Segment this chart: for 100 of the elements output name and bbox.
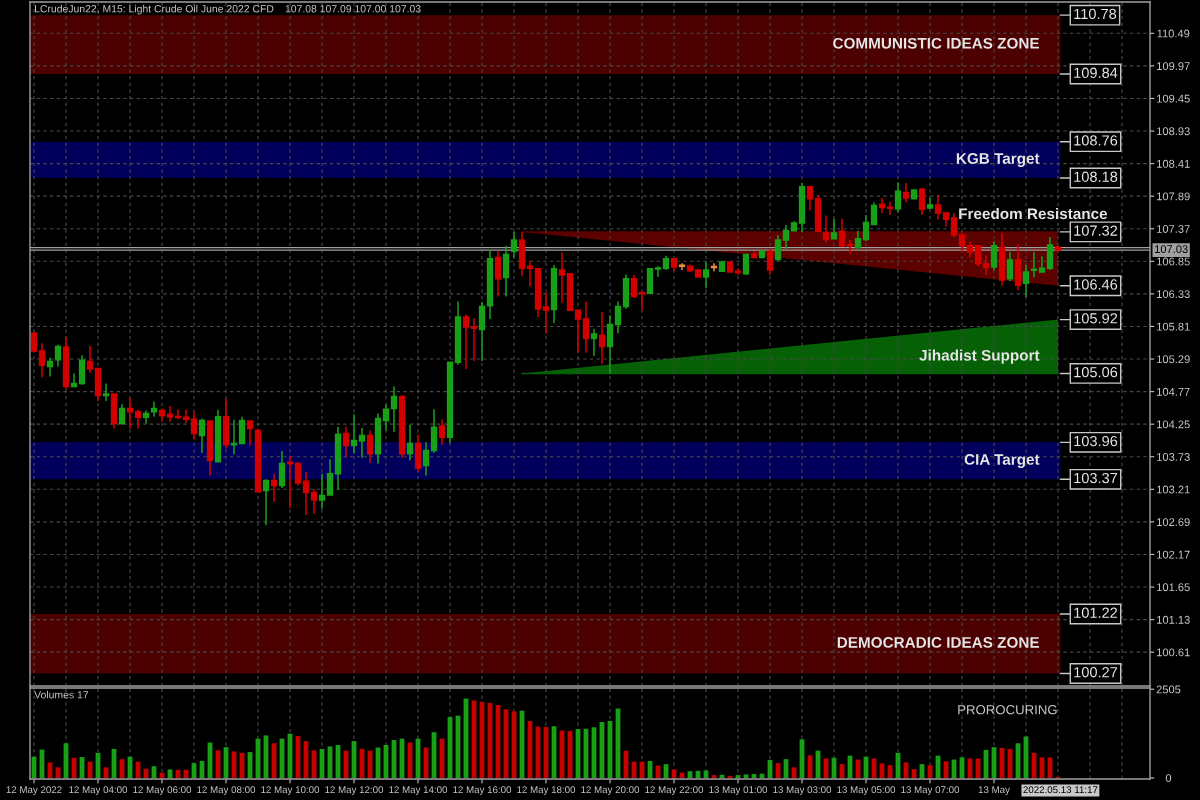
candlestick [302, 471, 310, 516]
candlestick [606, 314, 614, 375]
candlestick [350, 413, 358, 455]
text: 2022.05.13 11:17 [1023, 786, 1098, 794]
candlestick [526, 259, 534, 288]
y-tick-label: 101.65 [1157, 583, 1190, 592]
y-tick-label: 101.13 [1157, 615, 1190, 624]
candlestick [342, 425, 350, 459]
candlestick [158, 407, 166, 423]
candlestick [702, 261, 710, 290]
candlestick [926, 197, 934, 211]
candlestick [638, 291, 646, 311]
candlestick [126, 397, 134, 430]
candlestick [1022, 264, 1030, 298]
candlestick [558, 251, 566, 304]
candlestick [78, 354, 86, 386]
candlestick [654, 265, 662, 278]
candlestick [510, 231, 518, 259]
annotation: 105.92 [1074, 313, 1118, 324]
candlestick [894, 181, 902, 214]
candlestick [1014, 244, 1022, 291]
candlestick [806, 185, 814, 212]
x-tick-label: 12 May 22:00 [645, 786, 704, 796]
y-tick-label: 103.21 [1157, 485, 1190, 494]
candlestick [382, 403, 390, 432]
candlestick [686, 263, 694, 273]
x-tick-label: 13 May 05:00 [837, 786, 896, 796]
candlestick [862, 214, 870, 243]
chart-title: LCrudeJun22, M15: Light Crude Oil June 2022 CFD [35, 4, 274, 15]
candlestick [646, 268, 654, 295]
candlestick [758, 249, 766, 259]
annotation: 103.37 [1074, 472, 1118, 484]
candlestick [310, 488, 318, 515]
candlestick [54, 343, 62, 368]
candlestick [766, 248, 774, 276]
candlestick [886, 201, 894, 216]
candlestick [998, 232, 1006, 287]
candlestick [726, 260, 734, 274]
x-tick-label: 12 May 18:00 [517, 786, 576, 796]
chart-subtitle: 107.08 107.09 107.00 107.03 [285, 5, 421, 13]
y-tick-label: 106.33 [1157, 290, 1190, 299]
y-tick-label: 106.85 [1157, 257, 1190, 266]
candlestick [718, 259, 726, 273]
x-tick-label: 13 May 03:00 [773, 786, 832, 796]
y-tick-label: 107.37 [1157, 225, 1190, 233]
candlestick [942, 211, 950, 228]
candlestick [846, 239, 854, 255]
candlestick [142, 409, 150, 425]
candlestick [734, 267, 742, 276]
y-tick-label: 110.49 [1157, 29, 1190, 38]
candlestick [150, 400, 158, 418]
y-tick-label: 103.73 [1157, 453, 1190, 461]
candlestick [446, 360, 454, 444]
candlestick [262, 478, 270, 526]
candlestick [102, 382, 110, 402]
candlestick [598, 311, 606, 365]
candlestick [318, 472, 326, 510]
series-label: Jihadist Support [919, 349, 1040, 364]
candlestick [278, 450, 286, 489]
candlestick [294, 461, 302, 487]
x-tick-label: 12 May 10:00 [261, 786, 320, 796]
candlestick [94, 367, 102, 402]
band-label: DEMOCRADIC IDEAS ZONE [837, 637, 1039, 648]
candlestick [694, 268, 702, 279]
chart-title: Volumes 17 [34, 690, 89, 699]
candlestick [46, 357, 54, 378]
candlestick [134, 409, 142, 430]
candlestick [918, 187, 926, 216]
candlestick [550, 264, 558, 325]
candlestick [190, 410, 198, 440]
y-tick-label: 105.81 [1157, 322, 1190, 331]
x-tick-label: 12 May 16:00 [453, 786, 512, 796]
y-tick-label: 100.61 [1157, 648, 1190, 657]
candlestick [518, 231, 526, 278]
candlestick [462, 313, 470, 370]
x-tick-label: 12 May 20:00 [581, 786, 640, 796]
candlestick [814, 194, 822, 233]
candlestick [486, 249, 494, 320]
candlestick [542, 291, 550, 335]
band-label: KGB Target [956, 153, 1040, 167]
annotation: 103.96 [1074, 435, 1118, 447]
annotation: PROROCURING [958, 705, 1057, 715]
candlestick [838, 217, 846, 248]
annotation: 106.46 [1074, 279, 1118, 290]
candlestick [494, 250, 502, 298]
candlestick [62, 336, 70, 390]
candlestick [790, 220, 798, 233]
candlestick [878, 197, 886, 214]
y-tick-label: 108.41 [1157, 159, 1190, 168]
candlestick [750, 250, 758, 259]
candlestick [478, 301, 486, 362]
y-tick-label: 107.89 [1157, 192, 1190, 201]
candlestick [534, 268, 542, 318]
candlestick [958, 232, 966, 253]
candlestick [798, 182, 806, 233]
candlestick [334, 425, 342, 491]
x-tick-label: 12 May 2022 [6, 786, 62, 796]
x-tick-label: 12 May 04:00 [69, 786, 128, 796]
x-tick-label: 12 May 12:00 [325, 786, 384, 796]
candlestick [70, 372, 78, 388]
